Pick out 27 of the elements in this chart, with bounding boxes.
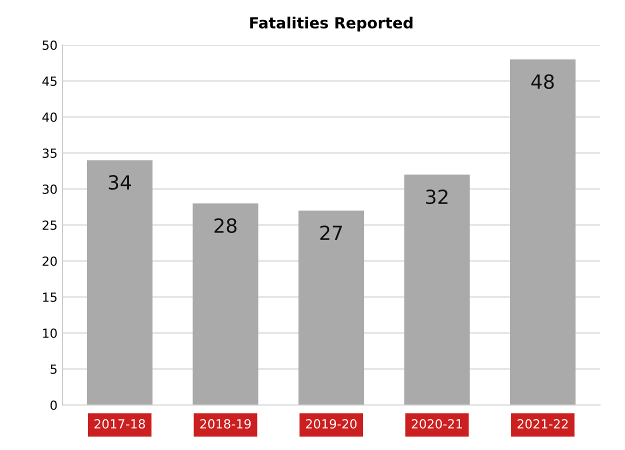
x-tick-label: 2018-19: [200, 419, 251, 429]
data-label: 34: [108, 175, 131, 190]
y-tick-label: 20: [42, 256, 57, 266]
x-tick-label: 2017-18: [94, 419, 145, 429]
bar: [86, 160, 153, 405]
chart-title: Fatalities Reported: [250, 16, 412, 32]
y-tick-label: 50: [42, 40, 57, 50]
data-label: 32: [426, 189, 448, 204]
y-tick-label: 25: [42, 220, 57, 230]
y-tick-label: 5: [50, 364, 57, 374]
x-tick-label: 2020-21: [412, 419, 462, 429]
data-label: 48: [531, 74, 554, 89]
y-tick-label: 10: [43, 328, 57, 338]
data-label: 28: [214, 218, 237, 233]
y-tick-label: 45: [42, 76, 57, 86]
bar: [298, 210, 364, 405]
bar: [404, 174, 470, 405]
data-label: 27: [320, 225, 342, 240]
y-tick-label: 40: [42, 112, 57, 122]
bar: [192, 203, 258, 405]
y-tick-label: 0: [50, 400, 57, 410]
x-tick-label: 2021-22: [518, 419, 568, 429]
y-tick-label: 30: [42, 184, 57, 194]
x-tick-label: 2019-20: [306, 419, 357, 429]
bar: [510, 59, 576, 405]
y-tick-label: 15: [43, 292, 57, 302]
y-tick-label: 35: [42, 148, 57, 158]
